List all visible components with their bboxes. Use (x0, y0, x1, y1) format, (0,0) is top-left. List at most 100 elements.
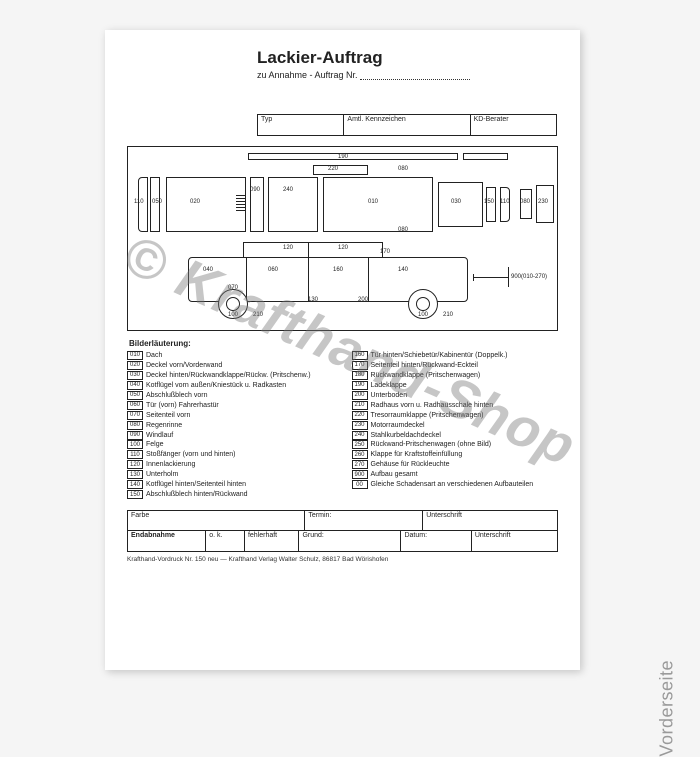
legend-row: 070Seitenteil vorn (127, 411, 334, 420)
label-210b: 210 (443, 312, 453, 318)
legend-text: Kotflügel vorn außen/Kniestück u. Radkas… (146, 381, 286, 390)
legend-text: Aufbau gesamt (371, 470, 418, 479)
legend-title: Bilderläuterung: (129, 339, 558, 348)
label-080a: 080 (398, 166, 408, 172)
legend-code: 270 (352, 460, 368, 469)
legend-text: Tür (vorn) Fahrerhastür (146, 401, 219, 410)
legend-text: Windlauf (146, 431, 173, 440)
label-120b: 120 (338, 245, 348, 251)
legend-text: Felge (146, 440, 164, 449)
legend-text: Stahlkurbeldachdeckel (371, 431, 441, 440)
legend-code: 160 (352, 351, 368, 360)
form-subtitle: zu Annahme - Auftrag Nr. (257, 70, 558, 80)
vehicle-diagram: 190 220 080 110 050 020 090 240 010 030 … (127, 146, 558, 331)
legend-text: Deckel vorn/Vorderwand (146, 361, 222, 370)
legend-text: Seitenteil hinten/Rückwand-Eckteil (371, 361, 478, 370)
legend-row: 140Kotflügel hinten/Seitenteil hinten (127, 480, 334, 489)
field-unterschrift2[interactable]: Unterschrift (472, 531, 557, 551)
side-label: Vorderseite (657, 660, 678, 757)
label-060: 060 (268, 267, 278, 273)
legend-code: 130 (127, 470, 143, 479)
legend-text: Innenlackierung (146, 460, 195, 469)
legend-row: 230Motorraumdeckel (352, 421, 559, 430)
legend-row: 060Tür (vorn) Fahrerhastür (127, 401, 334, 410)
legend-code: 120 (127, 460, 143, 469)
label-090: 090 (250, 187, 260, 193)
legend-row: 130Unterholm (127, 470, 334, 479)
legend-text: Regenrinne (146, 421, 182, 430)
field-unterschrift1[interactable]: Unterschrift (423, 511, 557, 530)
legend-code: 100 (127, 440, 143, 449)
legend-text: Deckel hinten/Rückwandklappe/Rückw. (Pri… (146, 371, 311, 380)
header-kennzeichen[interactable]: Amtl. Kennzeichen (344, 115, 470, 135)
legend-code: 070 (127, 411, 143, 420)
legend-code: 900 (352, 470, 368, 479)
legend-row: 900Aufbau gesamt (352, 470, 559, 479)
legend-text: Dach (146, 351, 162, 360)
legend-code: 250 (352, 440, 368, 449)
legend-row: 220Tresorraumklappe (Pritschenwagen) (352, 411, 559, 420)
form-title: Lackier-Auftrag (257, 48, 558, 68)
legend-row: 200Unterboden (352, 391, 559, 400)
legend-row: 050Abschlußblech vorn (127, 391, 334, 400)
legend-row: 030Deckel hinten/Rückwandklappe/Rückw. (… (127, 371, 334, 380)
legend-row: 180Rückwandklappe (Pritschenwagen) (352, 371, 559, 380)
legend-text: Abschlußblech hinten/Rückwand (146, 490, 248, 499)
legend-code: 260 (352, 450, 368, 459)
legend-row: 00Gleiche Schadensart an verschiedenen A… (352, 480, 559, 489)
header-kd-berater[interactable]: KD-Berater (471, 115, 556, 135)
legend-row: 160Tür hinten/Schiebetür/Kabinentür (Dop… (352, 351, 559, 360)
label-140: 140 (398, 267, 408, 273)
form-paper: Lackier-Auftrag zu Annahme - Auftrag Nr.… (105, 30, 580, 670)
label-120a: 120 (283, 245, 293, 251)
legend-col-left: 010Dach020Deckel vorn/Vorderwand030Decke… (127, 351, 334, 500)
bottom-table: Farbe Termin: Unterschrift Endabnahme o.… (127, 510, 558, 552)
field-grund[interactable]: Grund: (299, 531, 401, 551)
legend-code: 220 (352, 411, 368, 420)
legend-row: 170Seitenteil hinten/Rückwand-Eckteil (352, 361, 559, 370)
legend-row: 120Innenlackierung (127, 460, 334, 469)
legend-code: 110 (127, 450, 143, 459)
label-160: 160 (333, 267, 343, 273)
legend-text: Tür hinten/Schiebetür/Kabinentür (Doppel… (371, 351, 508, 360)
legend-text: Gleiche Schadensart an verschiedenen Auf… (371, 480, 534, 489)
legend-row: 190Ladeklappe (352, 381, 559, 390)
legend-text: Unterholm (146, 470, 178, 479)
legend-row: 100Felge (127, 440, 334, 449)
label-040: 040 (203, 267, 213, 273)
legend-row: 240Stahlkurbeldachdeckel (352, 431, 559, 440)
legend-text: Unterboden (371, 391, 408, 400)
legend-text: Stoßfänger (vorn und hinten) (146, 450, 236, 459)
legend-columns: 010Dach020Deckel vorn/Vorderwand030Decke… (127, 351, 558, 500)
legend-row: 250Rückwand-Pritschenwagen (ohne Bild) (352, 440, 559, 449)
field-termin[interactable]: Termin: (305, 511, 423, 530)
label-900: 900(010-270) (511, 274, 547, 280)
field-ok[interactable]: o. k. (206, 531, 245, 551)
legend-code: 150 (127, 490, 143, 499)
legend-text: Gehäuse für Rückleuchte (371, 460, 450, 469)
label-150: 150 (484, 199, 494, 205)
label-080b: 080 (398, 227, 408, 233)
legend-text: Klappe für Kraftstoffeinfüllung (371, 450, 463, 459)
field-datum[interactable]: Datum: (401, 531, 471, 551)
legend-col-right: 160Tür hinten/Schiebetür/Kabinentür (Dop… (352, 351, 559, 500)
legend-row: 110Stoßfänger (vorn und hinten) (127, 450, 334, 459)
legend-row: 150Abschlußblech hinten/Rückwand (127, 490, 334, 499)
legend-code: 210 (352, 401, 368, 410)
label-210a: 210 (253, 312, 263, 318)
header-typ[interactable]: Typ (258, 115, 344, 135)
legend-row: 260Klappe für Kraftstoffeinfüllung (352, 450, 559, 459)
label-050: 050 (152, 199, 162, 205)
label-110r: 110 (500, 199, 510, 205)
label-110l: 110 (134, 199, 144, 205)
legend: Bilderläuterung: 010Dach020Deckel vorn/V… (127, 339, 558, 500)
legend-code: 060 (127, 401, 143, 410)
label-220: 220 (328, 166, 338, 172)
legend-code: 170 (352, 361, 368, 370)
order-number-line[interactable] (360, 71, 470, 80)
legend-text: Kotflügel hinten/Seitenteil hinten (146, 480, 246, 489)
legend-code: 180 (352, 371, 368, 380)
field-farbe[interactable]: Farbe (128, 511, 305, 530)
label-230: 230 (538, 199, 548, 205)
field-fehlerhaft[interactable]: fehlerhaft (245, 531, 300, 551)
